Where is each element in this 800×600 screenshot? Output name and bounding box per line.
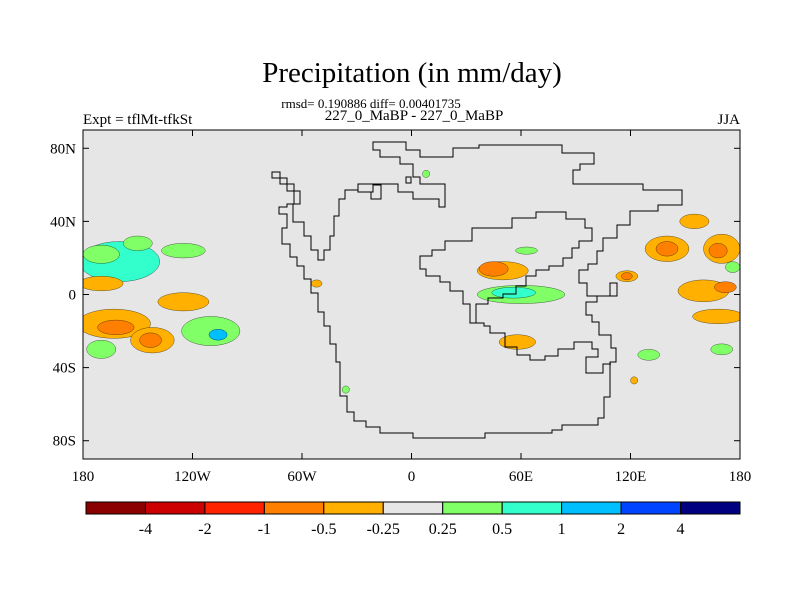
anomaly-cell <box>708 243 728 259</box>
colorbar-label: -2 <box>198 521 211 538</box>
x-tick-label: 60E <box>509 469 533 485</box>
colorbar-label: 0.25 <box>429 521 457 538</box>
anomaly-cell <box>478 261 509 277</box>
anomaly-cell <box>157 292 210 312</box>
anomaly-cell <box>83 276 124 291</box>
anomaly-cell <box>161 243 206 259</box>
anomaly-cell <box>139 332 162 348</box>
subtitle-label: 227_0_MaBP - 227_0_MaBP <box>325 108 504 124</box>
colorbar-label: -4 <box>139 521 152 538</box>
anomaly-cell <box>181 316 241 346</box>
colorbar: -4 -2 -1 -0.5 -0.25 0.25 0.5 1 2 4 <box>85 501 741 538</box>
colorbar-label: -1 <box>258 521 271 538</box>
colorbar-swatch <box>144 501 206 515</box>
y-tick-label: 80N <box>50 141 76 157</box>
anomaly-cell <box>310 279 323 288</box>
colorbar-label: 4 <box>677 521 685 538</box>
colorbar-label: 1 <box>558 521 566 538</box>
continent-outline <box>271 141 683 439</box>
anomaly-cell <box>208 329 228 341</box>
anomaly-cell <box>123 235 153 251</box>
axes: 180 120W 60W 0 60E 120E 180 80N 40N 0 40S 80S <box>50 130 751 485</box>
season-label: JJA <box>717 112 740 128</box>
colorbar-swatch <box>263 501 325 515</box>
colorbar-swatch <box>501 501 563 515</box>
x-tick-label: 60W <box>287 469 317 485</box>
colorbar-swatch <box>323 501 384 515</box>
x-tick-label: 120E <box>615 469 647 485</box>
y-tick-label: 40N <box>50 214 76 230</box>
anomaly-cell <box>725 261 740 273</box>
anomaly-cell <box>97 319 135 335</box>
anomaly-cell <box>515 246 538 255</box>
anomaly-cell <box>83 245 120 264</box>
anomaly-cell <box>630 376 638 385</box>
anomaly-cell <box>655 241 679 257</box>
colorbar-label: 0.5 <box>492 521 512 538</box>
precipitation-anomalies <box>83 170 740 394</box>
colorbar-swatch <box>442 501 503 515</box>
anomaly-cell <box>422 170 430 178</box>
anomaly-cell <box>710 343 733 355</box>
colorbar-swatch <box>680 501 741 515</box>
colorbar-swatch <box>204 501 265 515</box>
colorbar-swatch <box>620 501 682 515</box>
y-tick-label: 0 <box>69 288 77 304</box>
colorbar-label: -0.25 <box>367 521 400 538</box>
anomaly-cell <box>86 340 117 359</box>
colorbar-swatch <box>561 501 622 515</box>
anomaly-cell <box>341 385 350 394</box>
y-tick-label: 80S <box>53 434 76 450</box>
anomaly-cell <box>491 287 536 299</box>
anomaly-cell <box>692 308 740 324</box>
x-tick-label: 180 <box>72 469 95 485</box>
chart-title: Precipitation (in mm/day) <box>262 57 562 89</box>
anomaly-cell <box>679 213 710 229</box>
anomaly-cell <box>637 349 660 361</box>
colorbar-label: -0.5 <box>311 521 336 538</box>
inland-sea-outline <box>419 240 476 324</box>
anomaly-cell <box>621 272 633 281</box>
colorbar-swatch <box>85 501 146 515</box>
anomaly-cell <box>714 281 737 293</box>
x-tick-label: 120W <box>174 469 212 485</box>
y-tick-label: 40S <box>53 361 76 377</box>
x-tick-label: 180 <box>729 469 752 485</box>
colorbar-label: 2 <box>617 521 625 538</box>
colorbar-swatch <box>382 501 444 515</box>
experiment-label: Expt = tflMt-tfkSt <box>83 112 193 128</box>
x-tick-label: 0 <box>408 469 416 485</box>
stats-label: rmsd= 0.190886 diff= 0.00401735 <box>281 96 460 111</box>
